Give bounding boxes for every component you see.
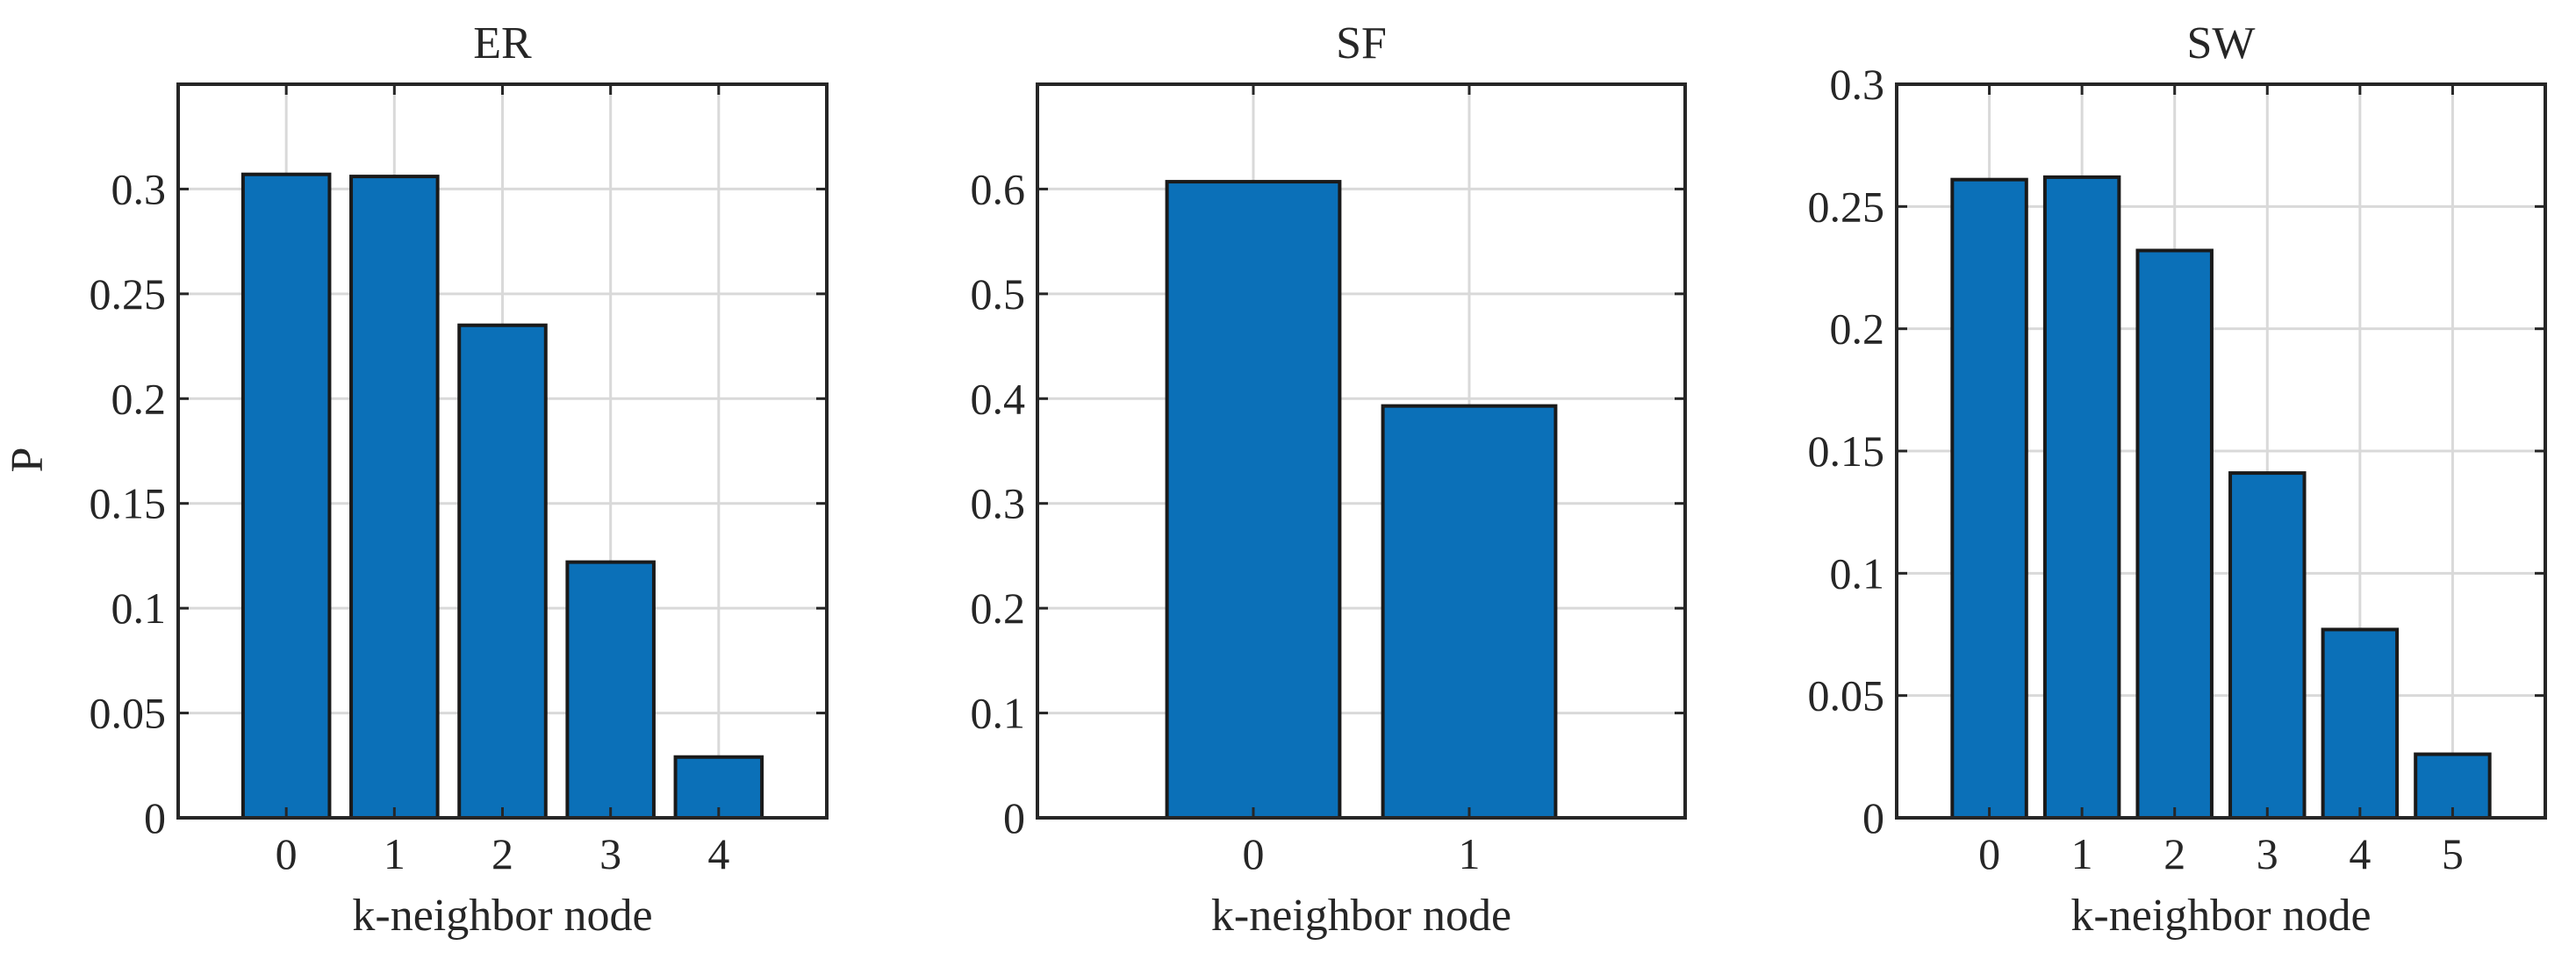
- bar: [1381, 404, 1558, 820]
- chart-title: SF: [1336, 18, 1387, 68]
- y-tick-label: 0.3: [971, 479, 1026, 528]
- y-tick-label: 0.25: [90, 269, 167, 319]
- x-tick-label: 1: [1459, 829, 1481, 878]
- bar: [1950, 177, 2028, 820]
- bar: [1165, 180, 1342, 820]
- y-tick-label: 0.1: [1830, 548, 1885, 598]
- y-tick-label: 0.1: [971, 689, 1026, 738]
- y-tick-label: 0.15: [1808, 426, 1885, 476]
- bar: [2228, 471, 2307, 820]
- chart-title: ER: [473, 18, 532, 68]
- bar: [2135, 248, 2214, 820]
- y-tick-label: 0.05: [1808, 671, 1885, 720]
- y-tick-label: 0.05: [90, 689, 167, 738]
- y-tick-label: 0.4: [971, 374, 1026, 423]
- x-tick-label: 0: [1978, 829, 2000, 878]
- x-axis-label: k-neighbor node: [1211, 891, 1511, 941]
- x-tick-label: 0: [276, 829, 298, 878]
- x-tick-label: 2: [492, 829, 513, 878]
- x-tick-label: 4: [707, 829, 729, 878]
- y-tick-label: 0: [1003, 793, 1025, 842]
- y-tick-label: 0.15: [90, 479, 167, 528]
- chart-panel-er: 0 0.05 0.1 0.15 0.2 0.25 0.3 0 1 2 3 4 ER k-neighbor …: [3, 18, 829, 941]
- bar: [240, 172, 332, 820]
- chart-panel-sw: 0 0.05 0.1 0.15 0.2 0.25 0.3 0 1 2 3 4 5 SW k-neighbor…: [1808, 18, 2547, 941]
- x-tick-label: 5: [2442, 829, 2464, 878]
- y-tick-label: 0.25: [1808, 182, 1885, 231]
- x-tick-label: 4: [2349, 829, 2371, 878]
- y-tick-label: 0.6: [971, 164, 1026, 213]
- axes-frame: [1036, 82, 1687, 820]
- chart-title: SW: [2187, 18, 2256, 68]
- x-tick-label: 3: [599, 829, 621, 878]
- x-tick-label: 0: [1243, 829, 1265, 878]
- y-tick-label: 0.2: [971, 584, 1026, 633]
- bar: [457, 323, 548, 820]
- y-tick-label: 0.5: [971, 269, 1026, 319]
- x-tick-label: 1: [2071, 829, 2093, 878]
- bar: [2042, 175, 2121, 820]
- y-tick-label: 0.1: [111, 584, 167, 633]
- y-tick-label: 0: [144, 793, 166, 842]
- x-tick-label: 3: [2257, 829, 2278, 878]
- x-tick-label: 1: [384, 829, 405, 878]
- y-tick-label: 0.2: [111, 374, 167, 423]
- y-tick-label: 0: [1862, 793, 1884, 842]
- bar: [565, 560, 656, 820]
- x-axis-label: k-neighbor node: [2070, 891, 2371, 941]
- y-axis-label: P: [3, 448, 53, 473]
- chart-panel-sf: 0 0.1 0.2 0.3 0.4 0.5 0.6 0 1 SF k-neighbor node: [971, 18, 1687, 941]
- y-tick-label: 0.2: [1830, 304, 1885, 354]
- x-tick-label: 2: [2163, 829, 2185, 878]
- y-tick-label: 0.3: [1830, 60, 1885, 109]
- bar: [2321, 627, 2400, 820]
- y-tick-label: 0.3: [111, 164, 167, 213]
- x-axis-label: k-neighbor node: [352, 891, 652, 941]
- bar: [349, 175, 440, 820]
